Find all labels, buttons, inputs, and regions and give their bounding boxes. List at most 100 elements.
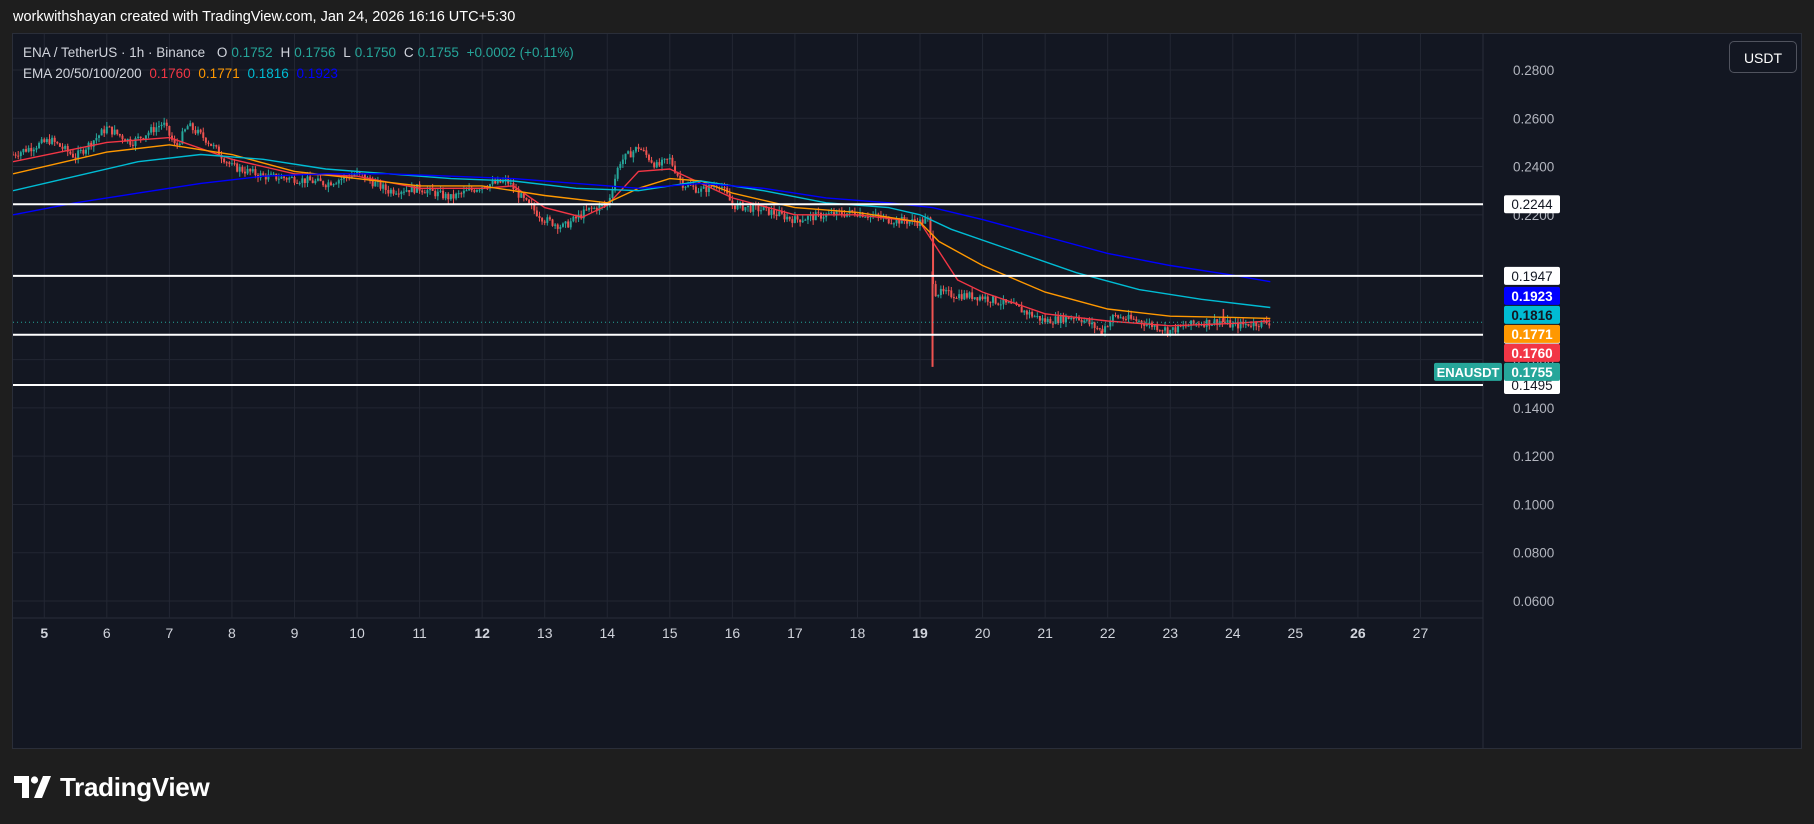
price-chart[interactable]: 0.28000.26000.24000.22000.16000.14000.12…	[13, 34, 1802, 749]
candle-body	[1078, 316, 1081, 321]
candle-body	[51, 137, 54, 144]
change-value: +0.0002 (+0.11%)	[466, 45, 574, 60]
candle-body	[804, 219, 807, 221]
candle-body	[627, 151, 630, 154]
candle-body	[572, 216, 575, 222]
candle-body	[220, 155, 223, 159]
candle-body	[908, 221, 911, 224]
tradingview-logo[interactable]: TradingView	[14, 772, 210, 802]
candle-body	[1161, 330, 1164, 332]
level-price-tag	[1504, 195, 1560, 214]
candle-body	[1051, 323, 1054, 325]
candle-body	[853, 212, 856, 216]
candle-body	[762, 207, 765, 211]
candle-body	[757, 205, 760, 212]
candle-body	[170, 135, 173, 140]
candle-body	[720, 187, 723, 189]
candle-body	[992, 296, 994, 303]
y-tick-label: 0.1200	[1513, 449, 1554, 464]
candle-body	[822, 217, 825, 219]
candle-body	[275, 173, 278, 180]
currency-button[interactable]: USDT	[1729, 41, 1797, 73]
candle-body	[1010, 302, 1013, 304]
candle-body	[1028, 312, 1031, 315]
candle-body	[958, 294, 961, 299]
ema200-line[interactable]	[13, 173, 1271, 283]
candle-body	[160, 124, 163, 127]
candle-body	[82, 149, 85, 154]
symbol-tag	[1434, 362, 1502, 381]
candle-body	[413, 185, 416, 193]
ema50-line[interactable]	[13, 144, 1271, 320]
candle-body	[230, 163, 233, 165]
candle-body	[1130, 314, 1133, 319]
symbol-title[interactable]: ENA / TetherUS · 1h · Binance	[23, 45, 206, 60]
x-tick-label: 10	[349, 625, 365, 641]
candle-body	[653, 162, 656, 168]
candle-body	[1049, 318, 1052, 324]
candle-body	[61, 146, 64, 149]
chart-panel[interactable]: 0.28000.26000.24000.22000.16000.14000.12…	[12, 33, 1802, 749]
candle-body	[679, 175, 682, 180]
candle-body	[131, 144, 134, 146]
ema-legend[interactable]: EMA 20/50/100/200 0.1760 0.1771 0.1816 0…	[23, 66, 342, 81]
candle-body	[194, 130, 197, 134]
candle-body	[598, 205, 601, 211]
candle-body	[1091, 322, 1094, 325]
candle-body	[301, 178, 304, 183]
candle-body	[98, 135, 101, 138]
candle-body	[747, 205, 749, 208]
x-tick-label: 15	[662, 625, 678, 641]
candle-body	[582, 209, 585, 219]
candle-body	[92, 140, 95, 147]
candle-body	[1153, 325, 1156, 327]
candle-body	[449, 194, 452, 200]
candle-body	[887, 216, 890, 224]
candle-body	[1169, 329, 1172, 334]
y-tick-label: 0.2600	[1513, 111, 1554, 126]
candle-body	[788, 216, 791, 220]
candle-body	[314, 180, 317, 184]
candle-body	[319, 178, 322, 182]
candle-body	[733, 205, 736, 210]
candle-body	[254, 169, 257, 176]
x-tick-label: 20	[975, 625, 991, 641]
candle-body	[457, 193, 460, 195]
candle-body	[40, 139, 43, 143]
candle-body	[1109, 321, 1112, 327]
candle-body	[233, 163, 236, 165]
candle-body	[1137, 320, 1140, 322]
candle-body	[322, 181, 325, 186]
candle-body	[1101, 328, 1104, 333]
candle-body	[960, 294, 963, 300]
candle-body	[976, 297, 979, 301]
candle-body	[58, 143, 61, 147]
candle-body	[851, 210, 854, 213]
candle-body	[1237, 322, 1239, 329]
candle-body	[246, 168, 249, 174]
candle-body	[397, 193, 400, 195]
candle-body	[139, 136, 142, 139]
candle-body	[335, 183, 338, 185]
candle-body	[77, 150, 80, 159]
candle-body	[475, 190, 478, 192]
candle-body	[434, 190, 437, 197]
candle-body	[945, 290, 948, 292]
candle-body	[780, 211, 783, 214]
ema-legend-label[interactable]: EMA 20/50/100/200	[23, 66, 142, 81]
candle-body	[157, 126, 160, 128]
candle-body	[694, 186, 697, 193]
candle-body	[402, 191, 405, 193]
candle-body	[418, 184, 421, 191]
candle-body	[525, 197, 528, 200]
x-tick-label: 27	[1413, 625, 1429, 641]
symbol-tag-label: ENAUSDT	[1437, 365, 1500, 380]
candle-body	[731, 200, 734, 206]
candle-body	[473, 190, 476, 192]
candle-body	[152, 127, 155, 133]
candle-body	[405, 190, 408, 192]
candle-body	[1190, 320, 1193, 326]
candle-body	[1122, 317, 1125, 320]
candle-body	[217, 146, 220, 156]
